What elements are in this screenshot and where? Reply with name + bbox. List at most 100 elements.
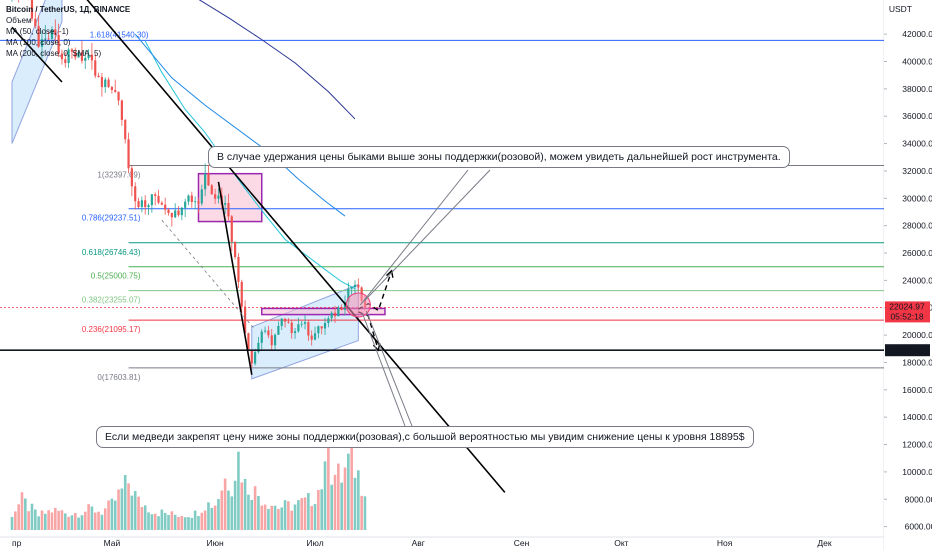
volume-bar <box>173 514 177 530</box>
volume-bar <box>130 495 134 530</box>
symbol-title[interactable]: Bitcoin / TetherUS, 1Д, BINANCE <box>6 5 131 14</box>
volume-bar <box>277 509 280 530</box>
candle-body <box>67 49 70 64</box>
volume-bar <box>320 489 323 530</box>
candle-body <box>357 284 360 288</box>
volume-bar <box>87 504 90 530</box>
last-price-badge <box>885 301 930 323</box>
candle-body <box>144 200 147 208</box>
fib-extension-label: 1.618(41540.30) <box>90 30 149 39</box>
volume-bar <box>183 517 187 530</box>
volume-bar <box>260 505 264 530</box>
candles <box>11 0 367 369</box>
volume-bar <box>303 497 307 530</box>
candle-body <box>54 29 57 35</box>
candle-body <box>257 342 260 353</box>
volume-bar <box>240 482 244 530</box>
fib-label: 0.786(29237.51) <box>82 214 141 223</box>
volume-bar <box>357 470 360 530</box>
legend-ma200[interactable]: MA (200, close, 0, SMA, 5) <box>6 49 102 58</box>
candle-body <box>190 195 193 203</box>
legend-ma50[interactable]: MA (50, close, -1) <box>6 27 69 36</box>
volume-bar <box>190 517 194 530</box>
candle-body <box>130 168 133 187</box>
key-level-badge <box>885 344 930 357</box>
trendline-main-downtrend[interactable] <box>12 0 506 493</box>
volume-bar <box>30 503 34 530</box>
volume-bar <box>300 498 304 530</box>
candle-body <box>210 185 213 195</box>
candle-body <box>287 321 290 323</box>
price-tick-label: 6000.00 <box>905 522 932 532</box>
price-tick-label: 40000.00 <box>902 57 932 67</box>
legend-ma100[interactable]: MA (100, close, 0) <box>6 38 71 47</box>
candle-body <box>87 54 90 58</box>
last-price-label: 22024.97 <box>889 301 925 311</box>
volume-bar <box>160 509 164 530</box>
volume-bar <box>40 510 44 530</box>
volume-bar <box>170 511 174 530</box>
candle-body <box>110 86 113 90</box>
candle-body <box>97 75 100 78</box>
volume-bar <box>34 509 37 530</box>
bull-annotation[interactable]: В случае удержания цены быками выше зоны… <box>208 146 790 168</box>
volume-bar <box>293 504 297 530</box>
candle-body <box>230 216 233 242</box>
candle-body <box>250 350 253 364</box>
volume-bar <box>270 505 274 530</box>
volume-bar <box>157 516 160 530</box>
volume-bar <box>90 506 94 530</box>
price-tick-label: 18000.00 <box>902 357 932 367</box>
candle-body <box>204 173 207 190</box>
time-tick-label: Авг <box>412 538 425 548</box>
candle-body <box>154 194 157 196</box>
candle-body <box>140 200 143 207</box>
volume-bar <box>150 514 154 530</box>
price-tick-label: 16000.00 <box>902 385 932 395</box>
candle-body <box>117 91 120 101</box>
candle-body <box>317 326 320 334</box>
volume-bar <box>193 510 197 530</box>
volume-bar <box>360 495 363 530</box>
candle-body <box>137 201 140 207</box>
candle-body <box>120 100 123 120</box>
candle-body <box>47 38 50 40</box>
candle-body <box>77 52 80 58</box>
candle-body <box>327 318 330 323</box>
volume-bar <box>273 505 277 530</box>
channel-upper-left[interactable] <box>11 0 63 144</box>
candle-body <box>237 257 240 282</box>
fib-label: 0.5(25000.75) <box>91 272 141 281</box>
candle-body <box>207 173 210 186</box>
candle-body <box>224 203 227 205</box>
zone-support[interactable] <box>261 307 386 316</box>
ma-line <box>134 33 346 217</box>
candle-body <box>180 207 183 216</box>
time-tick-label: Май <box>104 538 121 548</box>
candle-body <box>197 201 200 204</box>
volume-bar <box>97 511 100 530</box>
volume-bar <box>307 493 310 530</box>
trendline-drop-leg[interactable] <box>217 181 253 375</box>
volume-bar <box>287 501 290 530</box>
candle-body <box>330 312 333 319</box>
focus-circle[interactable] <box>345 292 371 318</box>
candle-body <box>50 29 54 39</box>
moving-averages <box>134 0 356 290</box>
candle-body <box>37 26 40 47</box>
candle-body <box>200 189 203 204</box>
bear-annotation[interactable]: Если медведи закрепят цену ниже зоны под… <box>96 426 754 448</box>
trendline-left-falling[interactable] <box>11 26 63 83</box>
price-tick-label: 14000.00 <box>902 412 932 422</box>
volume-bar <box>110 498 114 530</box>
legend-volume[interactable]: Объем <box>6 16 32 25</box>
ma-line <box>198 0 356 120</box>
volume-bar <box>100 514 104 530</box>
volume-bar <box>310 505 313 530</box>
time-tick-label: Сен <box>514 538 530 548</box>
volume-bar <box>113 500 117 530</box>
fib-label: 0.618(26746.43) <box>82 248 141 257</box>
candle-body <box>134 186 137 202</box>
time-tick-label: Июл <box>306 538 323 548</box>
